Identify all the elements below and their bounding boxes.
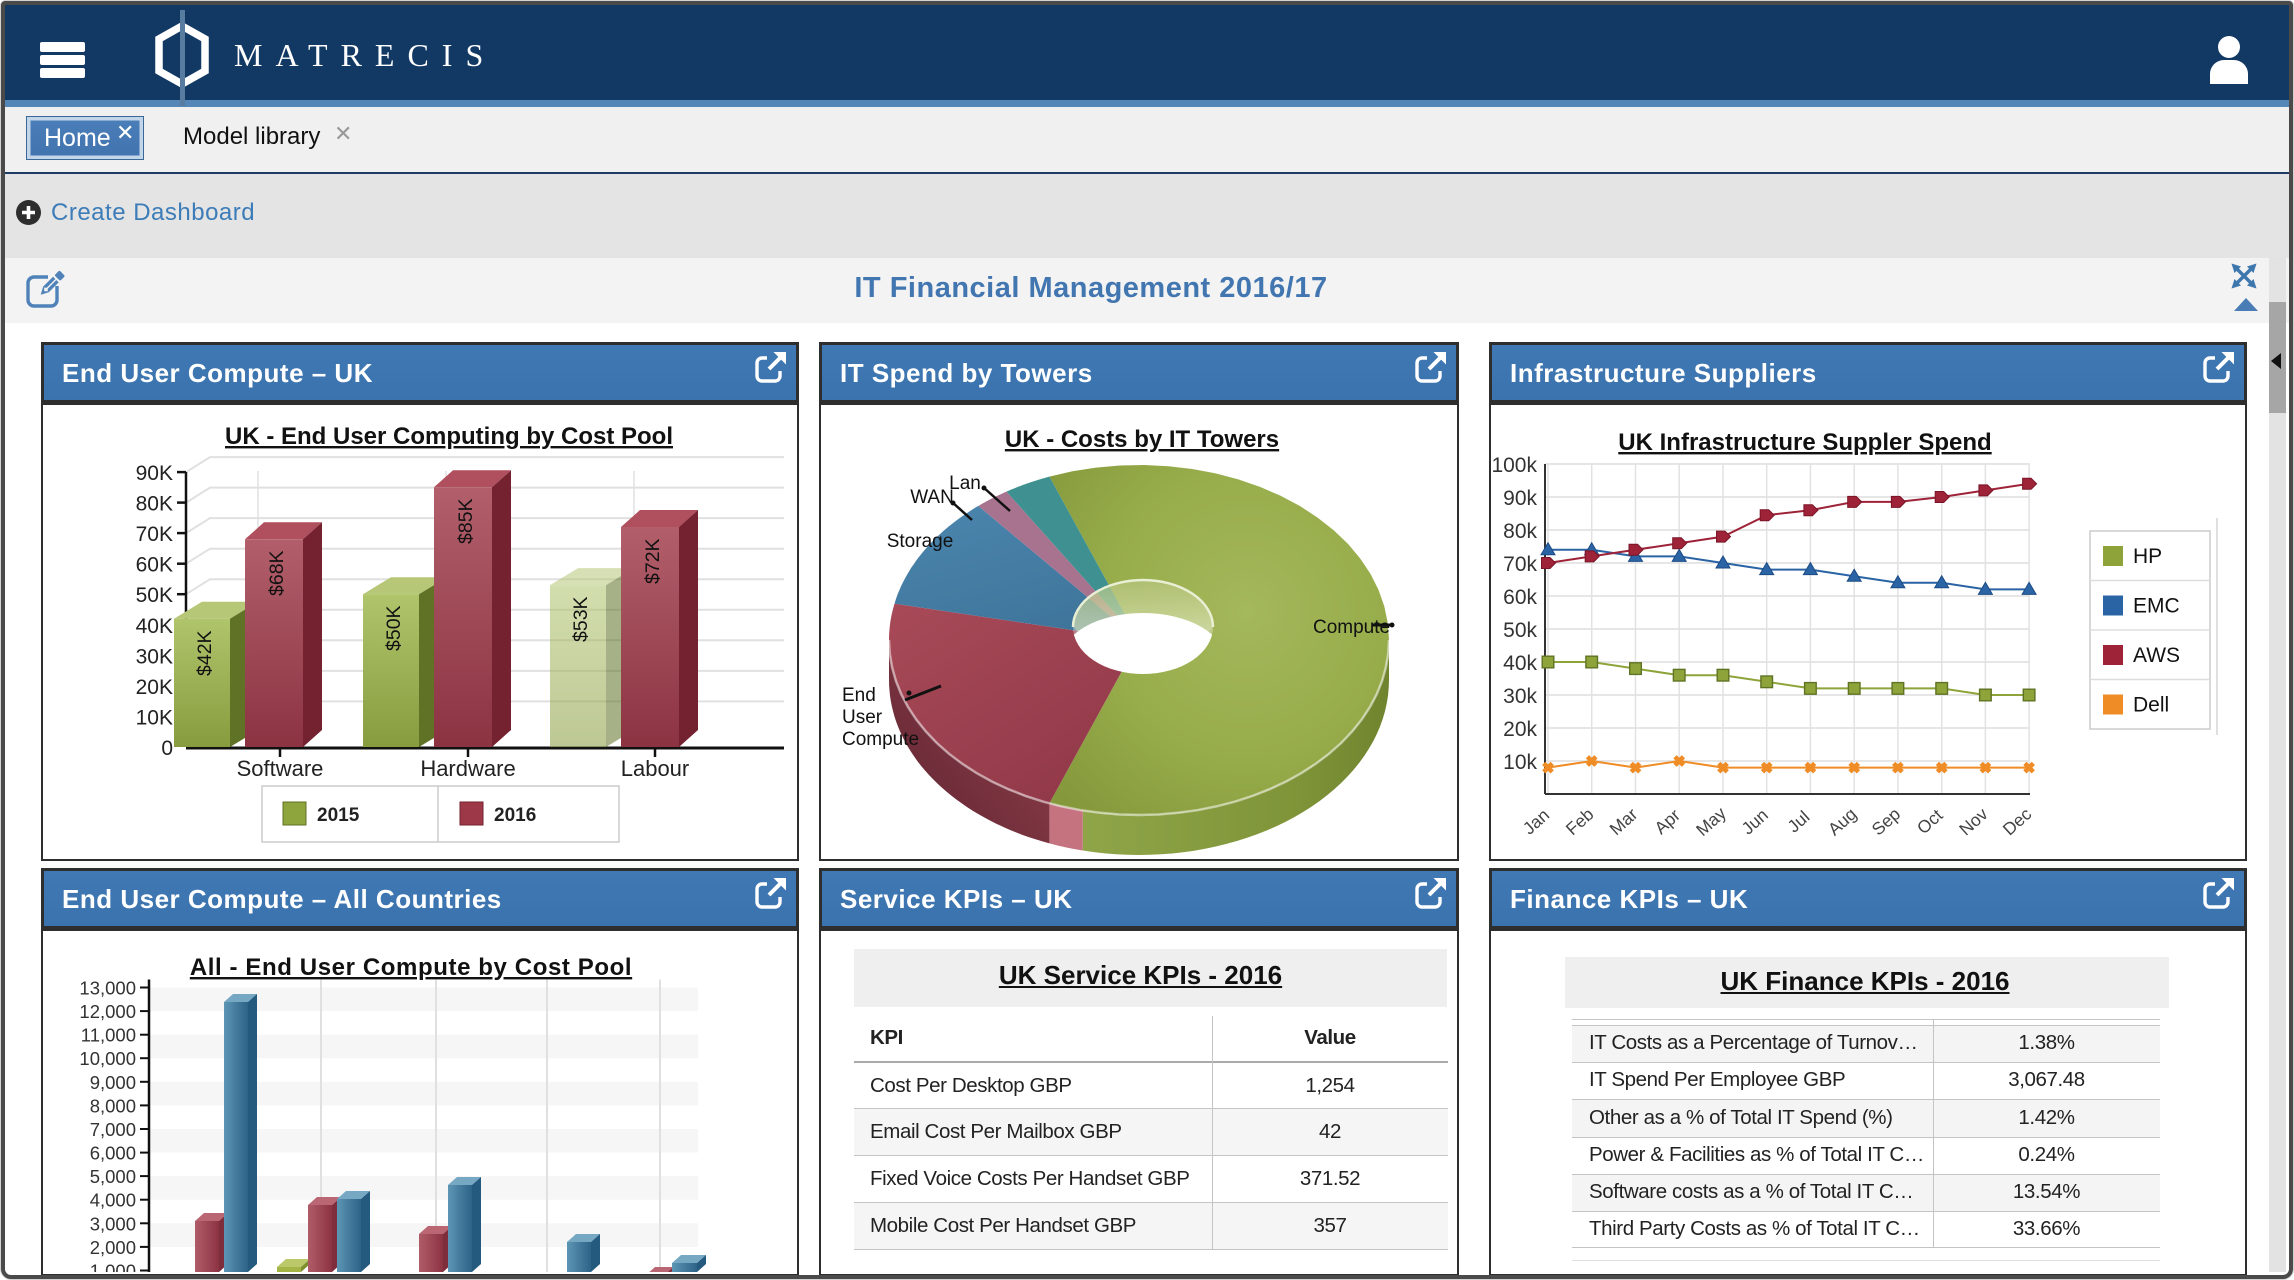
svg-text:3,000: 3,000 [90,1213,136,1234]
svg-text:Storage: Storage [887,531,954,552]
svg-text:20K: 20K [136,676,173,699]
svg-text:70K: 70K [136,523,173,546]
svg-text:Software: Software [237,756,324,781]
svg-text:60k: 60k [1503,586,1537,609]
svg-text:Hardware: Hardware [420,756,515,781]
svg-text:80K: 80K [136,493,173,516]
svg-text:30k: 30k [1503,685,1537,708]
svg-text:6,000: 6,000 [90,1143,136,1164]
svg-text:60K: 60K [136,554,173,577]
svg-text:Apr: Apr [1650,805,1684,838]
svg-text:4,000: 4,000 [90,1190,136,1211]
svg-text:50k: 50k [1503,619,1537,642]
svg-text:UK - End User Computing by Cos: UK - End User Computing by Cost Pool [225,423,673,450]
svg-text:Oct: Oct [1913,805,1947,838]
svg-text:40K: 40K [136,615,173,638]
svg-text:WAN: WAN [910,487,954,508]
svg-text:EMC: EMC [2133,595,2180,618]
svg-text:10,000: 10,000 [79,1048,136,1069]
svg-text:0: 0 [161,737,173,760]
svg-text:90K: 90K [136,462,173,485]
svg-text:Nov: Nov [1955,804,1992,840]
svg-text:$42K: $42K [194,630,216,676]
svg-text:7,000: 7,000 [90,1119,136,1140]
svg-text:20k: 20k [1503,718,1537,741]
svg-text:Sep: Sep [1868,804,1905,840]
svg-text:90k: 90k [1503,487,1537,510]
svg-text:Jun: Jun [1738,805,1772,839]
svg-text:40k: 40k [1503,652,1537,675]
svg-text:50K: 50K [136,584,173,607]
svg-text:Labour: Labour [621,756,690,781]
svg-text:$53K: $53K [570,596,592,642]
svg-text:1,000: 1,000 [90,1261,136,1273]
svg-text:12,000: 12,000 [79,1001,136,1022]
svg-text:End: End [842,685,876,706]
svg-text:80k: 80k [1503,520,1537,543]
svg-text:May: May [1692,803,1730,840]
svg-text:Jan: Jan [1519,805,1553,839]
svg-text:2016: 2016 [494,805,536,826]
svg-text:70k: 70k [1503,553,1537,576]
svg-text:All - End User Compute by Cost: All - End User Compute by Cost Pool [190,954,632,981]
svg-text:5,000: 5,000 [90,1166,136,1187]
svg-text:Jul: Jul [1783,807,1813,837]
svg-text:$50K: $50K [383,605,405,651]
svg-text:$68K: $68K [266,550,288,596]
svg-text:11,000: 11,000 [81,1025,136,1046]
svg-text:2,000: 2,000 [90,1237,136,1258]
svg-text:13,000: 13,000 [79,978,136,999]
svg-text:UK Infrastructure Suppler Spen: UK Infrastructure Suppler Spend [1618,429,1991,456]
svg-text:Compute: Compute [842,729,919,750]
svg-text:Aug: Aug [1824,804,1861,840]
svg-text:10k: 10k [1503,751,1537,774]
svg-text:Lan: Lan [949,473,981,494]
svg-text:User: User [842,707,883,728]
svg-text:$72K: $72K [642,538,664,584]
svg-text:30K: 30K [136,645,173,668]
svg-text:10K: 10K [136,706,173,729]
svg-text:Feb: Feb [1562,804,1598,839]
svg-text:UK - Costs by IT Towers: UK - Costs by IT Towers [1005,426,1279,453]
svg-text:9,000: 9,000 [90,1072,136,1093]
svg-text:Mar: Mar [1606,804,1642,839]
svg-text:2015: 2015 [317,805,360,826]
svg-text:100k: 100k [1491,454,1537,477]
svg-text:AWS: AWS [2133,644,2180,667]
svg-text:$85K: $85K [455,498,477,544]
svg-text:Compute: Compute [1313,617,1390,638]
svg-text:Dell: Dell [2133,694,2169,717]
svg-text:HP: HP [2133,545,2162,568]
svg-text:8,000: 8,000 [90,1095,136,1116]
svg-text:Dec: Dec [1999,804,2036,840]
